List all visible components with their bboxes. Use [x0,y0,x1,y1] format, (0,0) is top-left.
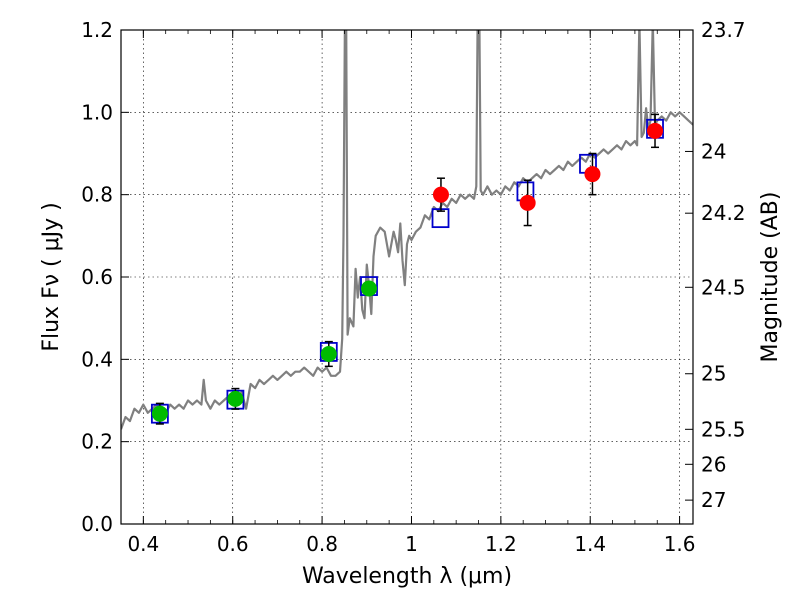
y-tick-label: 0.2 [81,430,113,454]
y-tick-label: 0.8 [81,183,113,207]
x-tick-label: 1.4 [574,532,606,556]
y-tick-label: 1.2 [81,18,113,42]
y-tick-label: 0.0 [81,512,113,536]
photometry-point [647,122,664,139]
right-tick-label: 25.5 [701,417,746,441]
right-tick-label: 24 [701,139,726,163]
plot-area [121,30,693,430]
right-tick-label: 26 [701,452,726,476]
photometry-point [432,186,449,203]
y-tick-label: 1.0 [81,100,113,124]
right-tick-label: 23.7 [701,18,746,42]
x-tick-label: 0.6 [217,532,249,556]
y-tick-label: 0.4 [81,347,113,371]
photometry-point [584,166,601,183]
right-tick-label: 27 [701,488,726,512]
x-axis-label: Wavelength λ (μm) [302,564,512,589]
photometry-point [320,345,337,362]
x-tick-label: 1.6 [664,532,696,556]
grid-lines [121,29,693,525]
right-tick-label: 24.5 [701,275,746,299]
y-tick-label: 0.6 [81,265,113,289]
x-tick-label: 0.8 [306,532,338,556]
spectrum-line [121,30,693,430]
x-tick-label: 1 [405,532,418,556]
photometry-point [519,194,536,211]
right-tick-label: 25 [701,362,726,386]
axes: 0.4 0.6 0.8 1 1.2 1.4 1.6 0.0 0.2 0.4 0.6 0.8 1.0 1.2… [81,18,745,556]
photometry-point [361,280,378,297]
y-axis-label: Flux Fν ( μJy ) [39,202,64,351]
right-axis-label: Magnitude (AB) [758,192,783,363]
photometry-point [227,390,244,407]
photometry-point [151,405,168,422]
x-tick-label: 0.4 [127,532,159,556]
x-tick-label: 1.2 [485,532,517,556]
right-tick-label: 24.2 [701,201,746,225]
